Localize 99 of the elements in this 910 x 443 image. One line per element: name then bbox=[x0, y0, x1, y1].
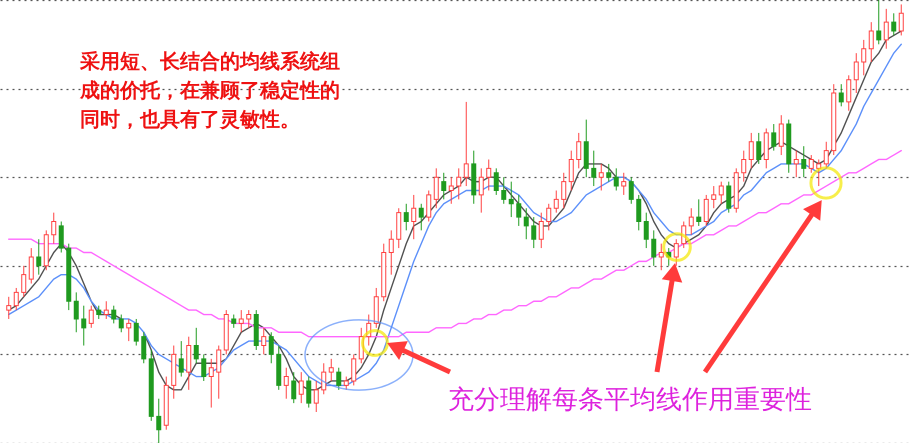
candlestick bbox=[628, 176, 634, 204]
candlestick bbox=[824, 141, 829, 169]
candlestick bbox=[284, 367, 289, 400]
candlestick bbox=[568, 150, 574, 191]
candlestick bbox=[194, 327, 199, 364]
candlestick bbox=[298, 372, 304, 404]
candlestick bbox=[231, 314, 236, 328]
candlestick bbox=[208, 358, 214, 408]
candlestick bbox=[854, 52, 859, 94]
annotation: 采用短、长结合的均线系统组成的价托，在兼顾了稳定性的同时，也具有了灵敏性。 bbox=[79, 49, 340, 131]
candlestick bbox=[261, 327, 266, 355]
candlestick bbox=[868, 22, 874, 63]
candlestick bbox=[644, 212, 649, 249]
candlestick bbox=[441, 172, 446, 200]
candlestick bbox=[104, 300, 109, 320]
candlestick bbox=[81, 305, 86, 346]
candlestick bbox=[794, 150, 799, 178]
candlestick bbox=[6, 296, 12, 320]
candlestick bbox=[846, 74, 852, 112]
candlestick bbox=[771, 124, 776, 152]
candlestick bbox=[201, 354, 206, 382]
candlestick bbox=[28, 248, 34, 284]
candlestick bbox=[486, 158, 492, 191]
candlestick bbox=[741, 150, 746, 182]
candlestick bbox=[291, 372, 296, 404]
candlestick bbox=[674, 238, 679, 266]
candlestick bbox=[134, 318, 139, 346]
candlestick bbox=[426, 190, 432, 222]
candlestick bbox=[306, 376, 312, 408]
candlestick bbox=[621, 172, 626, 196]
candlestick bbox=[336, 367, 342, 390]
candlestick bbox=[561, 172, 566, 209]
candlestick bbox=[58, 221, 64, 254]
candlestick bbox=[418, 203, 424, 231]
candlestick bbox=[598, 163, 604, 191]
candlestick bbox=[268, 332, 274, 364]
candlestick bbox=[876, 0, 882, 45]
candlestick bbox=[756, 132, 762, 164]
candlestick bbox=[658, 243, 664, 271]
candlestick bbox=[516, 194, 522, 226]
candlestick bbox=[314, 380, 319, 412]
candlestick bbox=[321, 362, 326, 395]
candlestick bbox=[464, 101, 469, 187]
candlestick bbox=[456, 168, 462, 200]
candlestick bbox=[74, 292, 79, 333]
candlestick bbox=[238, 310, 244, 333]
candlestick bbox=[118, 314, 124, 333]
candlestick bbox=[36, 238, 42, 276]
candlestick bbox=[96, 305, 102, 320]
candlestick bbox=[884, 8, 889, 50]
candlestick bbox=[21, 265, 26, 298]
candlestick bbox=[434, 168, 439, 209]
candlestick bbox=[861, 39, 866, 76]
candlestick bbox=[501, 176, 506, 204]
candlestick bbox=[898, 4, 904, 36]
candlestick bbox=[808, 154, 814, 174]
candlestick bbox=[478, 168, 484, 214]
candlestick bbox=[141, 332, 146, 364]
candlestick bbox=[614, 168, 619, 191]
candlestick bbox=[524, 208, 529, 240]
candlestick bbox=[606, 163, 612, 182]
candlestick bbox=[748, 132, 754, 169]
candlestick bbox=[178, 340, 184, 378]
candlestick bbox=[838, 84, 844, 107]
candlestick bbox=[14, 287, 19, 311]
candlestick bbox=[351, 354, 356, 386]
candlestick bbox=[726, 181, 732, 214]
candlestick bbox=[704, 194, 709, 226]
candlestick bbox=[111, 305, 116, 324]
candlestick bbox=[538, 212, 544, 249]
annotation: 充分理解每条平均线作用重要性 bbox=[448, 385, 812, 415]
candlestick bbox=[554, 190, 559, 214]
candlestick bbox=[531, 216, 536, 249]
candlestick bbox=[494, 168, 499, 196]
candlestick bbox=[328, 358, 334, 382]
candlestick bbox=[546, 203, 552, 231]
candlestick bbox=[246, 310, 252, 328]
candlestick bbox=[88, 305, 94, 328]
candlestick bbox=[404, 203, 409, 231]
candlestick bbox=[51, 212, 56, 244]
candlestick bbox=[801, 146, 806, 178]
candlestick bbox=[688, 208, 694, 236]
candlestick bbox=[388, 230, 394, 276]
candlestick bbox=[344, 376, 349, 390]
candlestick bbox=[126, 318, 132, 342]
candlestick bbox=[718, 181, 724, 204]
candlestick bbox=[711, 186, 716, 209]
candlestick bbox=[448, 176, 454, 204]
candlestick bbox=[411, 194, 416, 240]
candlestick bbox=[696, 198, 702, 226]
candlestick bbox=[576, 132, 582, 169]
candlestick bbox=[156, 398, 162, 443]
candlestick bbox=[778, 114, 784, 156]
candlestick bbox=[591, 150, 596, 187]
candlestick bbox=[891, 12, 896, 36]
candlestick bbox=[636, 194, 642, 231]
candlestick bbox=[216, 345, 222, 400]
candlestick bbox=[508, 181, 514, 218]
candlestick bbox=[651, 230, 656, 266]
